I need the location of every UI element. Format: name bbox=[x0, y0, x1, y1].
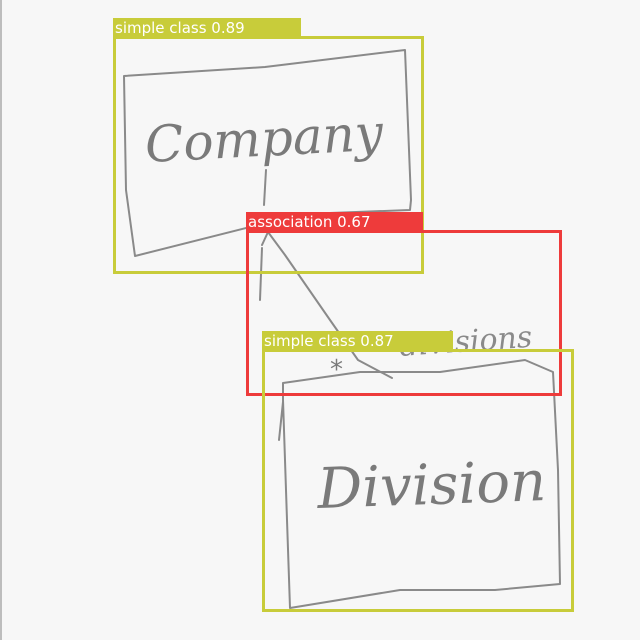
company-class-outline bbox=[123, 49, 412, 257]
association-vertical-stroke bbox=[259, 247, 263, 301]
company-text: Company bbox=[144, 104, 385, 174]
multiplicity-text: * bbox=[330, 355, 343, 385]
division-class-outline bbox=[282, 359, 561, 609]
detection-label: association 0.67 bbox=[246, 212, 423, 232]
association-line bbox=[261, 231, 393, 379]
detection-label: simple class 0.89 bbox=[113, 18, 301, 38]
paper-edge bbox=[0, 0, 2, 640]
division-text: Division bbox=[315, 449, 547, 522]
company-inner-stroke bbox=[263, 169, 267, 206]
detection-box-division bbox=[262, 349, 574, 612]
division-left-tick bbox=[278, 401, 284, 441]
detection-label: simple class 0.87 bbox=[262, 331, 453, 351]
